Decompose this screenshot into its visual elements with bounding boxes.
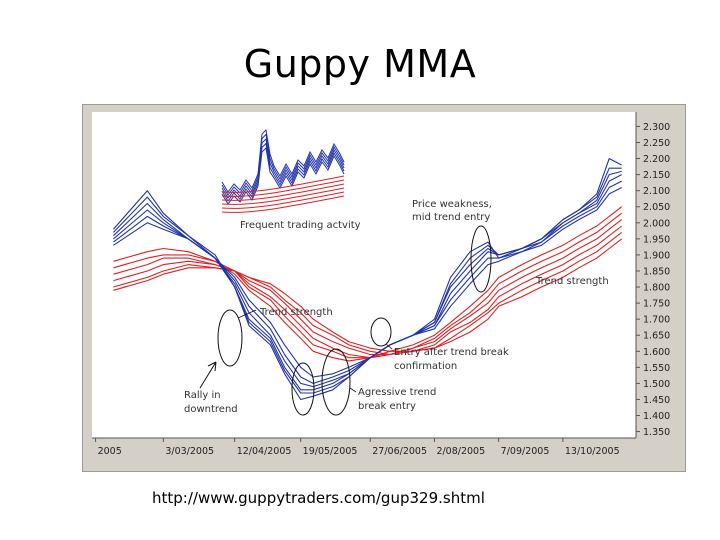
x-tick-label: 3/03/2005 bbox=[165, 446, 214, 457]
y-tick-label: 2.050 bbox=[643, 202, 670, 213]
y-tick-label: 2.100 bbox=[643, 186, 670, 197]
x-tick-label: 19/05/2005 bbox=[303, 446, 358, 457]
y-tick-label: 1.450 bbox=[643, 395, 670, 406]
annotation-entry-break-line2: confirmation bbox=[394, 361, 457, 372]
y-tick-label: 1.900 bbox=[643, 250, 670, 261]
y-tick-label: 2.200 bbox=[643, 154, 670, 165]
y-tick-label: 1.650 bbox=[643, 331, 670, 342]
guppy-mma-chart: 2.300 2.250 2.200 2.150 2.100 2.050 2.000 1.950… bbox=[92, 112, 670, 457]
series-layer bbox=[112, 158, 623, 401]
slide-title: Guppy MMA bbox=[243, 42, 477, 86]
annotation-rally-line1: Rally in bbox=[184, 390, 221, 401]
x-axis: 2005 3/03/2005 12/04/2005 19/05/2005 27/06/2… bbox=[92, 437, 636, 457]
x-tick-label: 12/04/2005 bbox=[237, 446, 292, 457]
x-tick-label: 2/08/2005 bbox=[436, 446, 485, 457]
y-tick-label: 1.350 bbox=[643, 427, 670, 438]
trend-strength-pointer bbox=[237, 309, 257, 319]
plot-area bbox=[92, 112, 636, 438]
aggressive-entry-ellipse-1 bbox=[291, 362, 315, 416]
inset-short-line-0 bbox=[221, 128, 345, 193]
y-tick-label: 2.300 bbox=[643, 122, 670, 133]
rally-ellipse bbox=[217, 309, 243, 367]
inset-long-line-0 bbox=[221, 175, 345, 193]
inset-short-line-1 bbox=[221, 133, 345, 196]
annotation-aggressive-line2: break entry bbox=[358, 401, 416, 412]
y-tick-label: 1.600 bbox=[643, 347, 670, 358]
annotation-frequent-trading: Frequent trading actvity bbox=[240, 220, 361, 231]
inset-long-line-4 bbox=[221, 191, 345, 209]
x-tick-label: 13/10/2005 bbox=[565, 446, 620, 457]
annotation-trend-strength-right: Trend strength bbox=[535, 276, 609, 287]
y-tick-label: 1.550 bbox=[643, 363, 670, 374]
y-tick-label: 1.700 bbox=[643, 315, 670, 326]
annotation-price-weakness-line1: Price weakness, bbox=[412, 199, 492, 210]
y-tick-label: 2.150 bbox=[643, 170, 670, 181]
y-tick-label: 1.800 bbox=[643, 283, 670, 294]
y-axis: 2.300 2.250 2.200 2.150 2.100 2.050 2.000 1.950… bbox=[635, 112, 670, 438]
y-tick-label: 1.950 bbox=[643, 234, 670, 245]
x-tick-label: 27/06/2005 bbox=[372, 446, 427, 457]
inset-short-line-2 bbox=[221, 137, 345, 199]
inset-long-line-1 bbox=[221, 179, 345, 197]
y-tick-label: 1.750 bbox=[643, 299, 670, 310]
inset-long-line-5 bbox=[221, 195, 345, 213]
annotation-aggressive-line1: Agressive trend bbox=[358, 387, 436, 398]
y-tick-label: 1.500 bbox=[643, 379, 670, 390]
inset-layer bbox=[221, 128, 345, 213]
entry-break-ellipse bbox=[370, 317, 392, 347]
entry-break-pointer bbox=[385, 343, 393, 350]
source-url: http://www.guppytraders.com/gup329.shtml bbox=[152, 489, 485, 507]
aggressive-pointer bbox=[349, 387, 357, 393]
x-tick-label: 7/09/2005 bbox=[501, 446, 550, 457]
y-tick-label: 1.400 bbox=[643, 411, 670, 422]
y-tick-label: 1.850 bbox=[643, 266, 670, 277]
rally-arrow bbox=[199, 361, 217, 389]
annotation-trend-strength-mid: Trend strength bbox=[259, 307, 333, 318]
annotation-rally-line2: downtrend bbox=[184, 404, 238, 415]
inset-long-line-2 bbox=[221, 183, 345, 201]
aggressive-entry-ellipse-2 bbox=[321, 348, 351, 416]
y-tick-label: 2.250 bbox=[643, 138, 670, 149]
inset-long-line-3 bbox=[221, 187, 345, 205]
short-term-ma-line-5 bbox=[113, 187, 622, 378]
y-tick-label: 2.000 bbox=[643, 218, 670, 229]
annotation-entry-break-line1: Entry after trend break bbox=[394, 347, 509, 358]
price-weakness-ellipse bbox=[470, 225, 492, 293]
annotation-price-weakness-line2: mid trend entry bbox=[412, 212, 490, 223]
marker-layer bbox=[199, 225, 492, 416]
x-tick-label: 2005 bbox=[98, 446, 122, 457]
